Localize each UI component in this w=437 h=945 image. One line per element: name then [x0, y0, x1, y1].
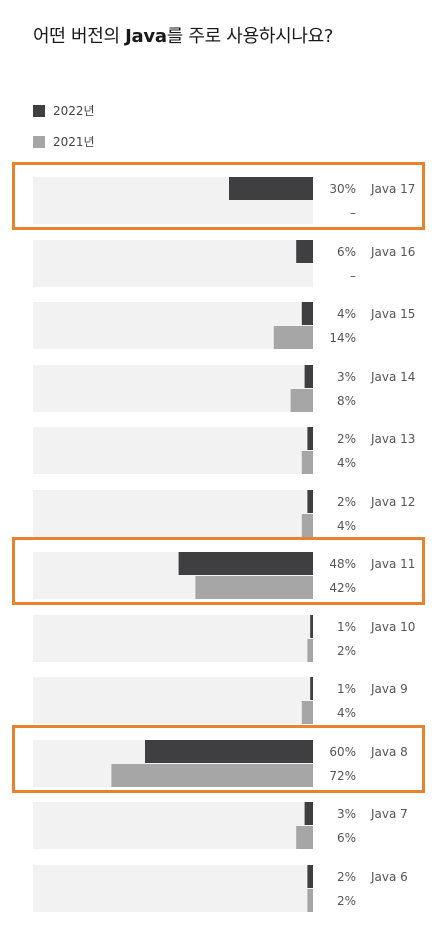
chart-title: 어떤 버전의 Java를 주로 사용하시나요? — [33, 22, 333, 48]
legend-swatch-2021 — [33, 135, 45, 148]
category-label-java-10: Java 10 — [370, 620, 415, 634]
bar-2021-java-12 — [301, 514, 313, 537]
bar-2021-java-9 — [301, 701, 313, 724]
category-label-java-15: Java 15 — [370, 307, 415, 321]
highlight-box-java-17 — [12, 162, 425, 230]
value-label-2022-java-9: 1% — [337, 682, 356, 696]
bar-2022-java-13 — [307, 427, 313, 450]
bar-2022-java-12 — [307, 490, 313, 513]
category-label-java-13: Java 13 — [370, 432, 415, 446]
bar-2021-java-8 — [111, 764, 314, 787]
category-label-java-8: Java 8 — [370, 745, 408, 759]
bar-2022-java-14 — [304, 365, 313, 388]
category-label-java-6: Java 6 — [370, 870, 408, 884]
value-label-2022-java-7: 3% — [337, 807, 356, 821]
value-label-2022-java-12: 2% — [337, 495, 356, 509]
bar-2022-java-6 — [307, 865, 313, 888]
category-label-java-9: Java 9 — [370, 682, 408, 696]
bar-track-java-7 — [33, 802, 313, 849]
value-label-2022-java-16: 6% — [337, 245, 356, 259]
legend-item-2022: 2022년 — [33, 102, 95, 119]
value-label-2021-java-8: 72% — [329, 769, 356, 783]
bar-2021-java-10 — [307, 639, 313, 662]
bar-2022-java-9 — [310, 677, 313, 700]
category-label-java-17: Java 17 — [370, 182, 415, 196]
bar-2022-java-7 — [304, 802, 313, 825]
bar-2022-java-10 — [310, 615, 313, 638]
bar-2022-java-15 — [301, 302, 313, 325]
value-label-2022-java-10: 1% — [337, 620, 356, 634]
bar-track-java-16 — [33, 240, 313, 287]
bar-track-java-6 — [33, 865, 313, 912]
value-label-2021-java-17: – — [350, 206, 356, 220]
value-label-2021-java-10: 2% — [337, 644, 356, 658]
value-label-2021-java-12: 4% — [337, 519, 356, 533]
category-label-java-12: Java 12 — [370, 495, 415, 509]
value-label-2021-java-13: 4% — [337, 456, 356, 470]
value-label-2021-java-7: 6% — [337, 831, 356, 845]
bar-2022-java-17 — [229, 177, 313, 200]
highlight-box-java-8 — [12, 725, 425, 793]
value-label-2022-java-8: 60% — [329, 745, 356, 759]
bar-2022-java-11 — [178, 552, 313, 575]
value-label-2021-java-11: 42% — [329, 581, 356, 595]
value-label-2021-java-14: 8% — [337, 394, 356, 408]
value-label-2021-java-16: – — [350, 269, 356, 283]
value-label-2021-java-15: 14% — [329, 331, 356, 345]
legend-label-2022: 2022년 — [53, 104, 95, 118]
value-label-2022-java-14: 3% — [337, 370, 356, 384]
value-label-2022-java-11: 48% — [329, 557, 356, 571]
legend-label-2021: 2021년 — [53, 135, 95, 149]
highlight-box-java-11 — [12, 537, 425, 605]
bar-2021-java-7 — [296, 826, 313, 849]
value-label-2022-java-6: 2% — [337, 870, 356, 884]
bar-track-java-10 — [33, 615, 313, 662]
title-suffix: 를 주로 사용하시나요? — [166, 26, 334, 47]
bar-2021-java-14 — [290, 389, 313, 412]
value-label-2022-java-15: 4% — [337, 307, 356, 321]
title-prefix: 어떤 버전의 — [33, 26, 126, 47]
bar-2021-java-13 — [301, 451, 313, 474]
bar-2021-java-15 — [273, 326, 313, 349]
bar-2022-java-16 — [296, 240, 313, 263]
value-label-2022-java-13: 2% — [337, 432, 356, 446]
bar-track-java-13 — [33, 427, 313, 474]
bar-track-java-9 — [33, 677, 313, 724]
bar-track-java-14 — [33, 365, 313, 412]
title-java: Java — [125, 26, 167, 47]
bar-track-java-12 — [33, 490, 313, 537]
bar-2021-java-6 — [307, 889, 313, 912]
category-label-java-7: Java 7 — [370, 807, 408, 821]
category-label-java-11: Java 11 — [370, 557, 415, 571]
category-label-java-16: Java 16 — [370, 245, 415, 259]
bar-2022-java-8 — [145, 740, 313, 763]
bar-track-java-15 — [33, 302, 313, 349]
value-label-2021-java-9: 4% — [337, 706, 356, 720]
value-label-2021-java-6: 2% — [337, 894, 356, 908]
bar-2021-java-11 — [195, 576, 313, 599]
category-label-java-14: Java 14 — [370, 370, 415, 384]
legend-item-2021: 2021년 — [33, 133, 95, 150]
legend-swatch-2022 — [33, 104, 45, 117]
value-label-2022-java-17: 30% — [329, 182, 356, 196]
